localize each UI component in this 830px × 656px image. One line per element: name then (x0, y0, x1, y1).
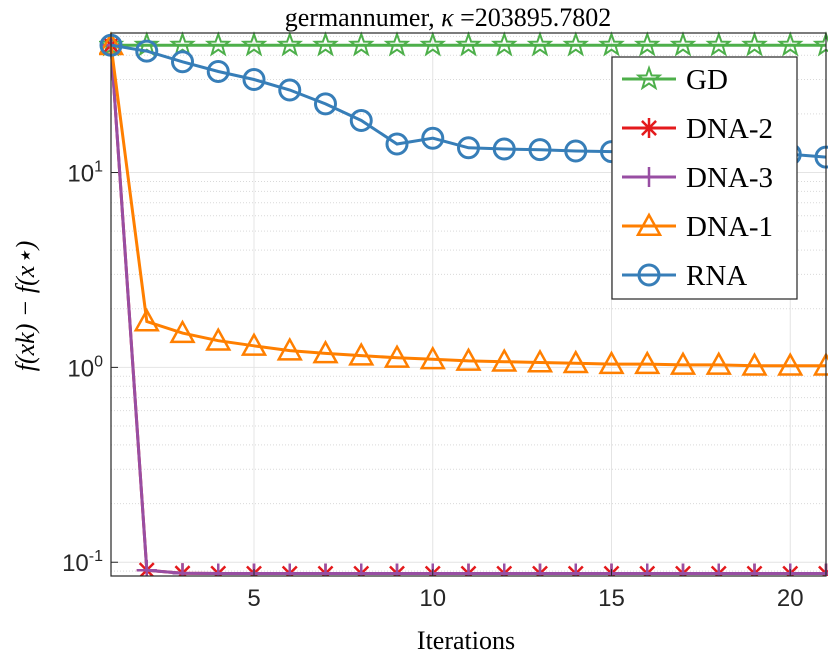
series-rna-point (457, 136, 480, 160)
series-rna-point (206, 59, 230, 83)
series-gd-point (562, 31, 590, 57)
series-dna-3-point (315, 563, 336, 576)
legend-label-rna: RNA (686, 260, 747, 292)
x-axis-label: Iterations (417, 626, 515, 655)
legend-label-gd: GD (686, 64, 728, 96)
series-gd-point (240, 31, 268, 57)
series-dna-1-point (491, 348, 518, 372)
x-axis-ticks: 5 10 15 20 (247, 569, 804, 612)
series-dna-3-point (387, 563, 407, 576)
series-gd-point (705, 31, 733, 57)
legend-label-dna-3: DNA-3 (686, 162, 773, 194)
plot-frame (110, 32, 827, 577)
legend-label-dna-1: DNA-1 (686, 211, 773, 243)
series-dna-1-point (777, 352, 804, 376)
series-dna-1-point (705, 351, 732, 375)
series-gd-point (741, 31, 768, 57)
series-dna-1-point (240, 332, 268, 356)
series-gd-point (204, 31, 232, 57)
series-rna-point (314, 92, 337, 116)
series-gd (99, 31, 828, 57)
series-gd-point (633, 31, 661, 57)
series-dna-3-point (708, 563, 729, 576)
series-dna-3-point (351, 563, 372, 576)
legend-label-dna-2: DNA-2 (686, 113, 773, 145)
series-gd-point (776, 31, 804, 57)
series-dna-1-line (109, 45, 826, 368)
chart-title: germannumer, κ =203895.7802 (285, 3, 612, 32)
series-rna-point (349, 108, 373, 132)
legend-marker-dna-2 (639, 118, 659, 138)
series-dna-1-point (419, 345, 446, 370)
series-dna-1-point (455, 347, 482, 371)
series-gd-point (669, 31, 697, 57)
series-dna-3-point (279, 563, 300, 576)
series-gd-point (598, 31, 625, 57)
series-rna-point (242, 68, 266, 92)
series-dna-3-point (208, 563, 229, 576)
series-gd-point (169, 31, 196, 57)
series-dna-3-point (530, 563, 550, 576)
series-rna-point (528, 138, 552, 162)
series-dna-1-point (526, 348, 554, 373)
series-dna-1-point (598, 350, 625, 375)
x-tick-label: 10 (419, 585, 446, 612)
series-dna-1-point (312, 339, 339, 364)
series-gd-point (526, 31, 554, 57)
series-rna-point (135, 39, 159, 63)
series-dna-1-point (741, 352, 768, 376)
series-gd-point (419, 31, 447, 57)
series-dna-3-point (637, 563, 658, 576)
series-dna-1-point (669, 351, 697, 375)
x-tick-label: 5 (247, 585, 260, 612)
series-gd-point (455, 31, 482, 57)
y-tick-label: 10-1 (62, 548, 103, 577)
series-dna-3-point (172, 563, 193, 576)
chart-title-kappa: κ (441, 3, 454, 32)
y-tick-label: 101 (67, 159, 103, 188)
legend-marker-dna-3 (639, 167, 659, 187)
y-axis-label: f(xk) − f(x⋆) (11, 241, 40, 372)
series-dna-1-point (348, 341, 375, 366)
series-dna-1 (99, 31, 828, 376)
legend-marker-dna-1 (635, 212, 663, 237)
legend-marker-gd (635, 64, 663, 91)
series-gd-point (276, 31, 304, 57)
legend: GD DNA-2 DNA-3 DNA-1 RNA (611, 56, 798, 300)
series-gd-point (490, 31, 518, 57)
chart-title-suffix: =203895.7802 (454, 3, 612, 32)
series-dna-1-point (634, 350, 661, 375)
series-rna-point (421, 126, 445, 150)
series-dna-1-point (562, 349, 589, 374)
series-dna-3-point (673, 563, 693, 576)
legend-marker-rna (637, 263, 661, 287)
series-dna-1-point (133, 307, 160, 332)
series-gd-point (312, 31, 339, 57)
series-dna-3-point (565, 563, 586, 576)
series-gd-point (383, 31, 411, 57)
y-tick-label: 100 (67, 353, 103, 382)
series-rna-point (564, 139, 588, 163)
x-tick-label: 15 (598, 585, 625, 612)
series-dna-1-point (383, 344, 411, 368)
series-dna-1-point (276, 336, 303, 361)
x-tick-label: 20 (777, 585, 804, 612)
series-dna-3-point (744, 563, 765, 576)
series-rna-point (492, 137, 516, 161)
series-gd-point (347, 31, 375, 57)
y-axis-ticks: 10-1 100 101 (62, 159, 118, 577)
series-dna-3-point (494, 563, 515, 576)
series-dna-3-point (458, 563, 479, 576)
series-dna-1-point (205, 327, 232, 351)
chart-title-prefix: germannumer, (285, 3, 441, 32)
series-rna-point (385, 132, 409, 156)
series-rna-point (278, 78, 302, 102)
series-dna-1-point (169, 319, 196, 344)
series-rna-point (171, 50, 194, 74)
series-dna-3-point (136, 560, 157, 576)
